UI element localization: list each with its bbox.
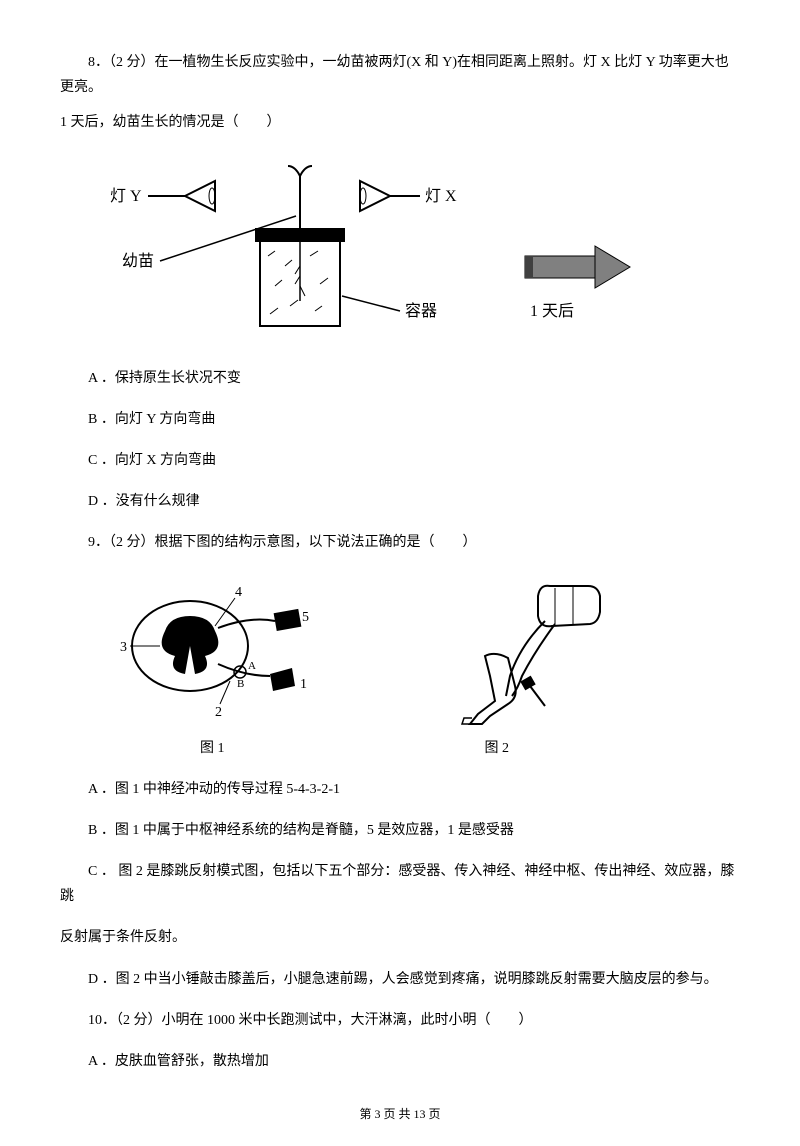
q8-option-a: A ．保持原生长状况不变 (60, 366, 740, 391)
q9-fig1-caption: 图 1 (200, 736, 225, 761)
q9-stem: 9．（2 分）根据下图的结构示意图，以下说法正确的是（ ） (60, 530, 740, 555)
q9-fig2-svg (460, 576, 630, 726)
q8-option-b: B ．向灯 Y 方向弯曲 (60, 407, 740, 432)
svg-text:A: A (248, 660, 256, 672)
q8-option-d: D ．没有什么规律 (60, 489, 740, 514)
q9-option-c-line2: 反射属于条件反射。 (60, 925, 740, 950)
svg-text:B: B (237, 678, 244, 690)
svg-text:2: 2 (215, 705, 222, 720)
q9-fig1-svg: 3 4 B A 5 1 2 (120, 576, 310, 726)
q8-stem-line1: 8．（2 分）在一植物生长反应实验中，一幼苗被两灯(X 和 Y)在相同距离上照射… (60, 50, 740, 100)
q9-fig2-caption: 图 2 (485, 736, 510, 761)
page-number: 第 3 页 共 13 页 (60, 1104, 740, 1126)
q8-figure: 灯 Y 灯 X 幼苗 容器 1 天后 (100, 156, 740, 346)
q8-lampX-label: 灯 X (425, 187, 457, 205)
q10-stem: 10．（2 分）小明在 1000 米中长跑测试中，大汗淋漓，此时小明（ ） (60, 1008, 740, 1033)
q9-option-b: B ．图 1 中属于中枢神经系统的结构是脊髓，5 是效应器，1 是感受器 (60, 818, 740, 843)
q8-diagram-right: 1 天后 (520, 156, 660, 346)
q10-option-a: A ．皮肤血管舒张，散热增加 (60, 1049, 740, 1074)
q9-figure: 3 4 B A 5 1 2 (120, 576, 740, 726)
q8-stem-line2: 1 天后，幼苗生长的情况是（ ） (60, 110, 740, 135)
q8-container-label: 容器 (405, 302, 437, 320)
q9-fig-captions: 图 1 图 2 (200, 736, 740, 761)
q8-diagram-left: 灯 Y 灯 X 幼苗 容器 (100, 156, 500, 346)
svg-text:3: 3 (120, 640, 127, 655)
q8-seedling-label: 幼苗 (122, 252, 154, 270)
q8-after1day-label: 1 天后 (530, 302, 574, 320)
q9-option-d: D ．图 2 中当小锤敲击膝盖后，小腿急速前踢，人会感觉到疼痛，说明膝跳反射需要… (60, 967, 740, 992)
svg-text:1: 1 (300, 677, 307, 692)
svg-text:5: 5 (302, 610, 309, 625)
q9-option-c-line1: C ． 图 2 是膝跳反射模式图，包括以下五个部分：感受器、传入神经、神经中枢、… (60, 859, 740, 909)
q8-option-c: C ．向灯 X 方向弯曲 (60, 448, 740, 473)
q9-option-a: A ．图 1 中神经冲动的传导过程 5-4-3-2-1 (60, 777, 740, 802)
q8-lampY-label: 灯 Y (110, 187, 142, 205)
svg-text:4: 4 (235, 585, 242, 600)
